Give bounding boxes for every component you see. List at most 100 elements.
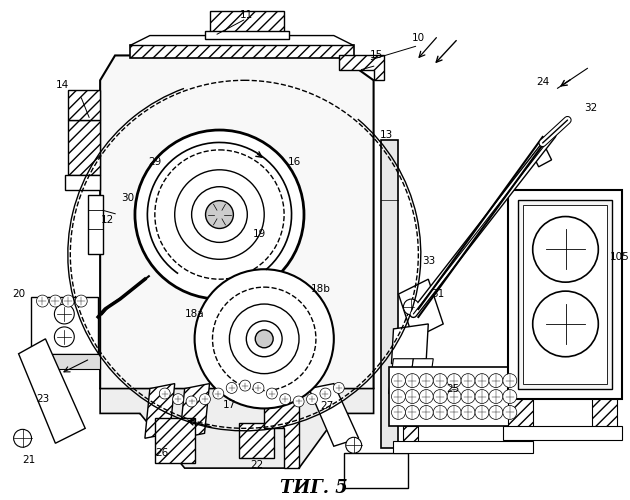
Circle shape <box>212 287 316 391</box>
Circle shape <box>391 390 406 404</box>
Circle shape <box>155 150 284 279</box>
Circle shape <box>54 327 74 347</box>
Bar <box>523 204 607 384</box>
Circle shape <box>475 406 489 419</box>
Polygon shape <box>239 424 274 458</box>
Circle shape <box>307 394 318 404</box>
Text: 105: 105 <box>609 252 629 262</box>
Circle shape <box>475 390 489 404</box>
Text: 25: 25 <box>447 384 460 394</box>
Circle shape <box>280 394 290 404</box>
Text: 26: 26 <box>155 448 168 458</box>
Text: 11: 11 <box>239 10 253 20</box>
Circle shape <box>433 390 447 404</box>
Polygon shape <box>100 388 374 468</box>
Circle shape <box>503 374 517 388</box>
Circle shape <box>253 382 264 394</box>
Circle shape <box>391 374 406 388</box>
Polygon shape <box>180 384 210 438</box>
Circle shape <box>229 304 299 374</box>
Polygon shape <box>309 384 358 446</box>
Circle shape <box>489 390 503 404</box>
Text: 30: 30 <box>122 192 135 202</box>
Polygon shape <box>264 394 299 468</box>
Bar <box>503 426 622 440</box>
Text: 29: 29 <box>148 157 161 167</box>
Polygon shape <box>130 36 353 46</box>
Text: 31: 31 <box>432 289 445 299</box>
Polygon shape <box>19 339 85 444</box>
Circle shape <box>186 396 197 407</box>
Circle shape <box>406 406 420 419</box>
Circle shape <box>333 382 344 394</box>
Polygon shape <box>403 426 418 444</box>
Polygon shape <box>408 358 433 394</box>
Bar <box>394 442 533 453</box>
Circle shape <box>320 388 331 399</box>
Circle shape <box>420 374 433 388</box>
Polygon shape <box>210 10 284 35</box>
Circle shape <box>489 406 503 419</box>
Circle shape <box>49 295 61 307</box>
Circle shape <box>62 295 74 307</box>
Circle shape <box>403 299 420 315</box>
Text: 23: 23 <box>36 394 49 404</box>
Polygon shape <box>508 426 523 444</box>
Text: 16: 16 <box>287 157 301 167</box>
Circle shape <box>420 390 433 404</box>
Text: 19: 19 <box>253 230 266 239</box>
Circle shape <box>226 382 237 394</box>
Text: 12: 12 <box>100 214 114 224</box>
Circle shape <box>293 396 304 407</box>
Polygon shape <box>533 148 552 167</box>
Text: 13: 13 <box>380 130 393 140</box>
Bar <box>381 140 398 448</box>
Circle shape <box>447 406 461 419</box>
Circle shape <box>433 406 447 419</box>
Circle shape <box>433 374 447 388</box>
Polygon shape <box>339 56 384 80</box>
Circle shape <box>503 390 517 404</box>
Circle shape <box>266 388 277 399</box>
Text: 14: 14 <box>55 80 69 90</box>
Bar <box>508 190 622 398</box>
Text: 24: 24 <box>536 78 549 88</box>
Text: 10: 10 <box>412 32 425 42</box>
Text: 18b: 18b <box>311 284 331 294</box>
Circle shape <box>447 374 461 388</box>
Polygon shape <box>155 418 195 463</box>
Circle shape <box>54 304 74 324</box>
Circle shape <box>461 374 475 388</box>
Text: 21: 21 <box>22 455 35 465</box>
Polygon shape <box>391 324 428 364</box>
Circle shape <box>205 200 233 228</box>
Bar <box>205 30 289 38</box>
Circle shape <box>159 388 170 399</box>
Bar <box>68 120 100 175</box>
Circle shape <box>37 295 49 307</box>
Circle shape <box>406 390 420 404</box>
Circle shape <box>246 321 282 356</box>
Text: 15: 15 <box>370 50 383 60</box>
Circle shape <box>346 438 362 453</box>
Text: 32: 32 <box>584 103 597 113</box>
Polygon shape <box>130 46 353 59</box>
Text: 20: 20 <box>12 289 25 299</box>
Bar <box>28 354 100 368</box>
Circle shape <box>75 295 87 307</box>
Polygon shape <box>389 358 413 394</box>
Circle shape <box>135 130 304 299</box>
Text: 27: 27 <box>320 402 333 411</box>
Bar <box>344 453 408 488</box>
Bar <box>518 200 612 388</box>
Circle shape <box>14 430 32 447</box>
Circle shape <box>420 406 433 419</box>
Circle shape <box>195 269 334 408</box>
Circle shape <box>489 374 503 388</box>
Circle shape <box>175 170 264 260</box>
Text: 33: 33 <box>421 256 435 266</box>
Circle shape <box>533 216 598 282</box>
Circle shape <box>192 186 248 242</box>
Circle shape <box>239 380 251 391</box>
Text: ΤИГ. 5: ΤИГ. 5 <box>280 479 348 497</box>
